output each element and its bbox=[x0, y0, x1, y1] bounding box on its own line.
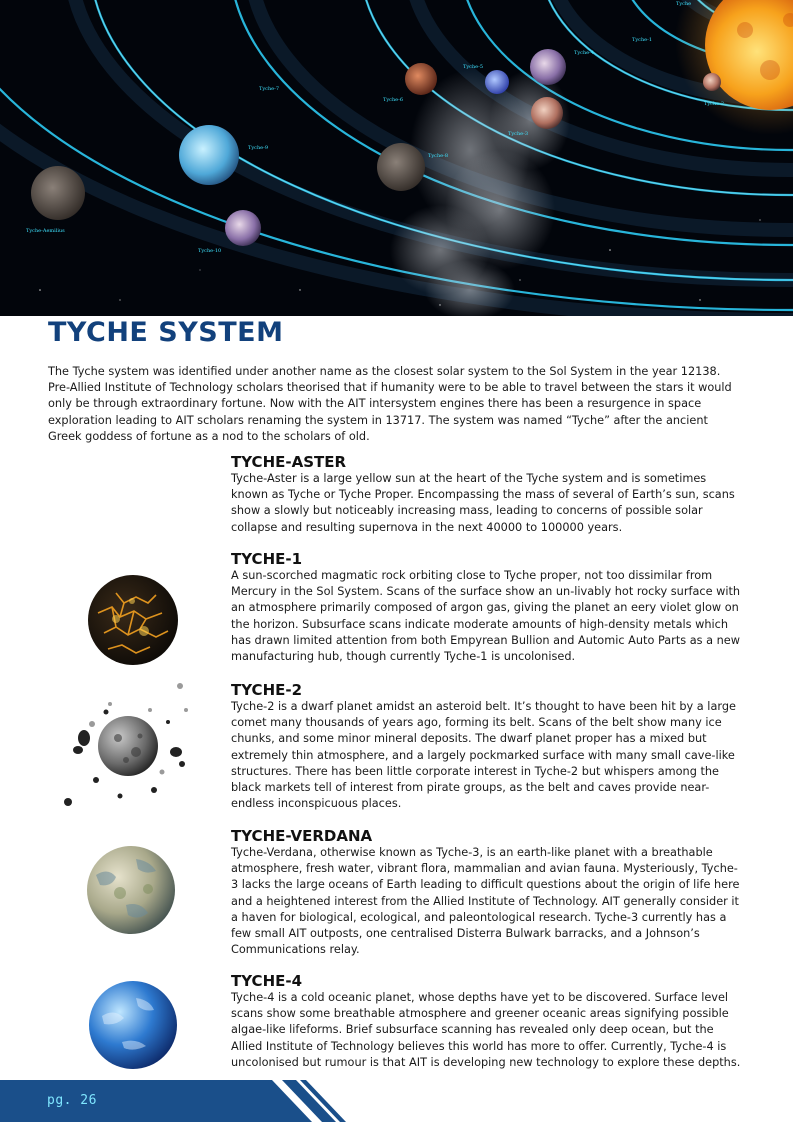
section-tyche-4: TYCHE-4 Tyche-4 is a cold oceanic planet… bbox=[231, 973, 741, 1071]
section-heading: TYCHE-ASTER bbox=[231, 453, 347, 471]
label-tyche-8: Tyche-8 bbox=[428, 153, 449, 159]
section-text: Tyche-Aster is a large yellow sun at the… bbox=[231, 472, 735, 534]
label-tyche-aemilius: Tyche-Aemilius bbox=[26, 228, 65, 234]
label-tyche-10: Tyche-10 bbox=[198, 248, 222, 254]
tyche-2-asteroid-planet-image bbox=[64, 683, 188, 806]
section-text: Tyche-2 is a dwarf planet amidst an aste… bbox=[231, 700, 736, 811]
section-text: A sun-scorched magmatic rock orbiting cl… bbox=[231, 569, 741, 664]
section-heading: TYCHE-2 bbox=[231, 681, 303, 699]
section-tyche-verdana: TYCHE-VERDANA Tyche-Verdana, otherwise k… bbox=[231, 828, 741, 958]
tyche-1-planet-image bbox=[88, 575, 178, 665]
page-title: TYCHE SYSTEM bbox=[48, 317, 284, 348]
section-tyche-1: TYCHE-1 A sun-scorched magmatic rock orb… bbox=[231, 551, 741, 665]
intro-paragraph: The Tyche system was identified under an… bbox=[48, 365, 732, 443]
footer-stripe-graphic bbox=[0, 1080, 346, 1122]
tyche-4-ocean-planet-image bbox=[89, 981, 177, 1069]
label-tyche-1: Tyche-1 bbox=[632, 37, 653, 43]
label-tyche-6: Tyche-6 bbox=[383, 97, 404, 103]
label-tyche-4: Tyche-4 bbox=[574, 50, 595, 56]
section-text: Tyche-4 is a cold oceanic planet, whose … bbox=[231, 991, 741, 1069]
label-tyche-3: Tyche-3 bbox=[508, 131, 529, 137]
label-tyche-9: Tyche-9 bbox=[248, 145, 269, 151]
label-tyche-5: Tyche-5 bbox=[463, 64, 484, 70]
section-tyche-aster: TYCHE-ASTER Tyche-Aster is a large yello… bbox=[231, 454, 741, 536]
page-number: pg. 26 bbox=[47, 1093, 97, 1108]
section-heading: TYCHE-4 bbox=[231, 972, 303, 990]
hero-solar-system-image: Tyche Tyche-1 Tyche-2 Tyche-3 Tyche-4 Ty… bbox=[0, 0, 793, 316]
section-heading: TYCHE-VERDANA bbox=[231, 827, 373, 845]
section-heading: TYCHE-1 bbox=[231, 550, 303, 568]
solar-system-illustration bbox=[0, 0, 793, 316]
page-footer bbox=[0, 1080, 793, 1122]
label-tyche-7: Tyche-7 bbox=[259, 86, 280, 92]
label-tyche-2: Tyche-2 bbox=[704, 101, 725, 107]
label-tyche: Tyche bbox=[676, 1, 692, 7]
section-text: Tyche-Verdana, otherwise known as Tyche-… bbox=[231, 846, 740, 957]
section-tyche-2: TYCHE-2 Tyche-2 is a dwarf planet amidst… bbox=[231, 682, 741, 812]
tyche-verdana-planet-image bbox=[87, 846, 175, 934]
